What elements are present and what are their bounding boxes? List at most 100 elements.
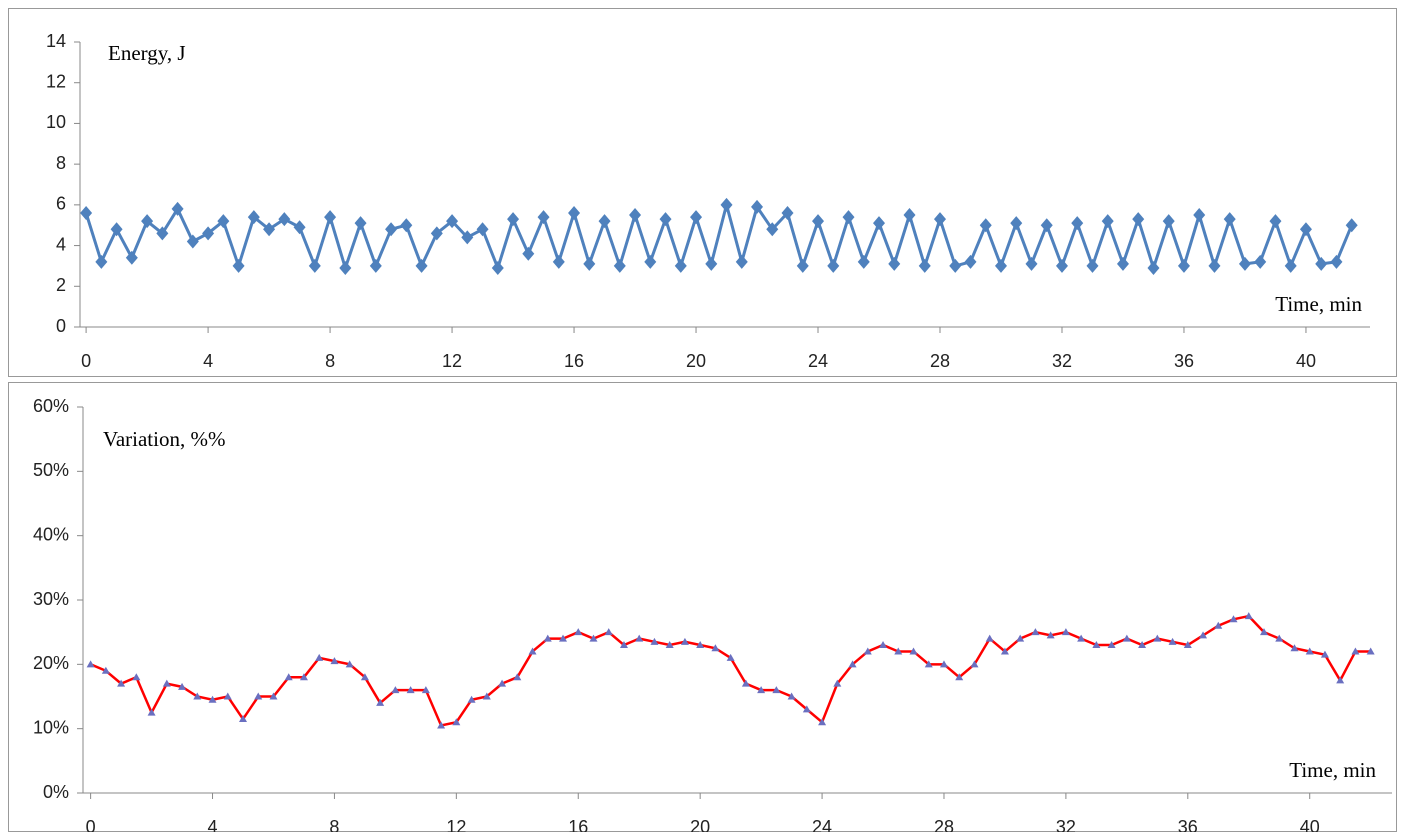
data-point	[330, 657, 339, 665]
data-point	[994, 258, 1007, 273]
data-point	[1269, 214, 1282, 229]
data-point	[299, 673, 308, 681]
data-point	[461, 230, 474, 245]
data-point	[491, 260, 504, 275]
data-point	[613, 258, 626, 273]
x-tick-label: 16	[564, 351, 584, 371]
x-tick-label: 12	[446, 817, 466, 832]
y-tick-label: 14	[46, 31, 66, 51]
data-point	[909, 647, 918, 655]
data-point	[757, 686, 766, 694]
data-point	[269, 692, 278, 700]
data-point	[1025, 256, 1038, 271]
data-point	[452, 718, 461, 726]
data-point	[1016, 634, 1025, 642]
data-point	[690, 210, 703, 225]
data-point	[696, 641, 705, 649]
data-point	[1031, 628, 1040, 636]
x-tick-label: 4	[208, 817, 218, 832]
data-point	[1366, 647, 1375, 655]
y-tick-label: 50%	[33, 460, 69, 480]
panel-frame	[8, 8, 1397, 377]
data-point	[781, 206, 794, 220]
data-point	[446, 214, 459, 229]
data-point	[955, 673, 964, 681]
data-point	[1254, 254, 1267, 269]
data-point	[86, 660, 95, 668]
data-point	[1162, 214, 1175, 229]
data-point	[629, 208, 642, 223]
data-point	[171, 201, 184, 216]
data-point	[498, 679, 507, 687]
data-point	[1223, 212, 1236, 227]
data-point	[1153, 634, 1162, 642]
data-point	[513, 673, 522, 681]
data-point	[1199, 631, 1208, 639]
data-point	[1336, 676, 1345, 684]
data-point	[125, 250, 138, 265]
data-point	[1320, 650, 1329, 658]
data-point	[254, 692, 263, 700]
x-tick-label: 0	[86, 817, 96, 832]
data-point	[528, 647, 537, 655]
y-axis-title: Variation, %%	[103, 427, 225, 451]
data-point	[1330, 254, 1343, 269]
data-point	[598, 214, 611, 229]
data-point	[1238, 256, 1251, 271]
data-point	[939, 660, 948, 668]
data-point	[949, 258, 962, 273]
data-point	[186, 234, 199, 249]
data-point	[110, 222, 123, 237]
data-point	[369, 258, 382, 273]
data-point	[345, 660, 354, 668]
data-point	[1259, 628, 1268, 636]
data-point	[178, 682, 187, 690]
data-point	[1071, 216, 1084, 231]
data-point	[796, 258, 809, 273]
x-tick-label: 24	[812, 817, 832, 832]
data-point	[1092, 641, 1101, 649]
x-tick-label: 12	[442, 351, 462, 371]
data-point	[284, 673, 293, 681]
data-point	[680, 637, 689, 645]
data-point	[400, 218, 413, 233]
data-point	[101, 666, 110, 674]
data-point	[147, 708, 156, 716]
data-point	[507, 212, 520, 227]
data-point	[1116, 256, 1129, 271]
x-tick-label: 24	[808, 351, 828, 371]
data-point	[278, 212, 291, 227]
data-point	[1351, 647, 1360, 655]
data-point	[574, 628, 583, 636]
y-tick-label: 30%	[33, 589, 69, 609]
data-point	[1315, 256, 1328, 271]
data-line	[84, 198, 1354, 273]
data-point	[467, 695, 476, 703]
x-tick-label: 28	[930, 351, 950, 371]
data-point	[848, 660, 857, 668]
data-point	[1122, 634, 1131, 642]
y-tick-label: 0%	[43, 782, 69, 802]
y-tick-label: 6	[56, 194, 66, 214]
data-point	[1147, 260, 1160, 275]
data-point	[970, 660, 979, 668]
data-point	[315, 653, 324, 661]
x-tick-label: 20	[686, 351, 706, 371]
data-point	[619, 641, 628, 649]
data-point	[391, 686, 400, 694]
x-tick-label: 36	[1178, 817, 1198, 832]
x-tick-label: 8	[325, 351, 335, 371]
data-point	[1077, 634, 1086, 642]
data-point	[80, 206, 93, 220]
data-point	[726, 653, 735, 661]
data-point	[964, 254, 977, 269]
data-point	[223, 692, 232, 700]
data-point	[162, 679, 171, 687]
data-point	[589, 634, 598, 642]
data-point	[232, 258, 245, 273]
data-point	[1305, 647, 1314, 655]
data-point	[1010, 216, 1023, 231]
data-point	[1183, 641, 1192, 649]
data-point	[476, 222, 489, 237]
